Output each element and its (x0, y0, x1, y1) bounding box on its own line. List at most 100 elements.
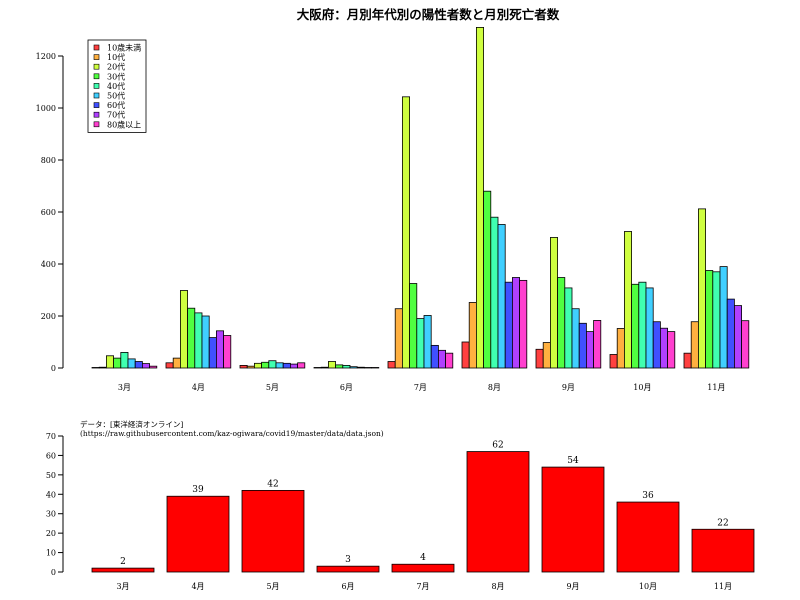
bar-10-series-7 (660, 327, 669, 369)
bar-5-series-5 (275, 362, 284, 369)
bar-7-series-7 (437, 349, 446, 369)
bottom-x-tick-label: 9月 (566, 582, 579, 591)
bar-3-series-3 (113, 357, 122, 369)
bar-6-series-4 (342, 364, 351, 369)
bar-10-series-2 (624, 231, 633, 369)
bar-9-series-3 (557, 277, 566, 369)
death-bar (241, 489, 305, 573)
top-x-tick-label: 11月 (707, 383, 725, 392)
bottom-x-tick-label: 4月 (191, 582, 204, 591)
bar-8-series-7 (512, 277, 521, 369)
death-bar-value-label: 42 (267, 479, 278, 489)
legend-swatch (93, 92, 100, 99)
top-x-tick-label: 6月 (340, 383, 353, 392)
bottom-x-tick-label: 6月 (341, 582, 354, 591)
bar-9-series-8 (593, 320, 602, 369)
bar-3-series-7 (141, 363, 150, 369)
bar-10-series-0 (609, 354, 618, 369)
bar-9-series-2 (550, 237, 559, 369)
bar-4-series-0 (165, 362, 174, 369)
legend-label: 80歳以上 (107, 119, 141, 129)
bar-6-series-2 (327, 361, 336, 369)
bar-4-series-4 (194, 312, 203, 369)
legend-swatch (93, 63, 100, 70)
bar-4-series-5 (201, 315, 210, 369)
legend-label: 10代 (107, 52, 125, 62)
bar-3-series-1 (98, 366, 107, 369)
bar-6-series-3 (335, 364, 344, 369)
bar-5-series-8 (297, 362, 306, 369)
bar-11-series-5 (719, 266, 728, 369)
legend-swatch (93, 83, 100, 89)
bar-4-series-6 (208, 337, 217, 369)
bar-9-series-5 (571, 308, 580, 369)
bar-5-series-2 (253, 362, 262, 369)
bar-11-series-7 (734, 305, 743, 369)
death-bar-value-label: 22 (717, 518, 728, 528)
bar-11-series-1 (690, 321, 699, 369)
legend-swatch (93, 102, 100, 108)
bar-8-series-5 (497, 224, 506, 369)
legend-swatch (93, 73, 100, 80)
bottom-y-tick-label: 50 (46, 471, 56, 480)
death-bar (541, 466, 605, 573)
top-x-tick-label: 9月 (562, 383, 575, 392)
bar-10-series-1 (616, 328, 625, 369)
death-bar (466, 451, 530, 573)
bar-4-series-7 (215, 330, 224, 369)
bar-9-series-7 (586, 331, 595, 369)
source-note-line: データ：[東洋経済オンライン] (80, 419, 183, 429)
bar-10-series-8 (667, 331, 676, 369)
top-y-tick-label: 800 (41, 156, 56, 165)
death-bar-value-label: 2 (120, 557, 126, 567)
bottom-x-tick-label: 10月 (639, 582, 657, 591)
bar-3-series-8 (149, 365, 158, 369)
legend-label: 50代 (107, 91, 125, 101)
legend-swatch (93, 111, 100, 118)
bar-10-series-4 (638, 281, 647, 369)
bar-3-series-0 (91, 367, 100, 369)
bar-5-series-3 (261, 361, 270, 369)
bar-11-series-0 (683, 352, 692, 369)
bar-7-series-6 (430, 344, 439, 369)
bar-10-series-5 (645, 287, 654, 369)
bottom-x-tick-label: 8月 (491, 582, 504, 591)
bar-11-series-3 (705, 270, 714, 369)
death-bar-value-label: 54 (567, 456, 579, 466)
chart-title: 大阪府：月別年代別の陽性者数と月別死亡者数 (297, 7, 560, 22)
bar-4-series-3 (187, 307, 196, 369)
legend-label: 30代 (107, 71, 125, 81)
death-bar-value-label: 3 (345, 555, 351, 565)
top-x-tick-label: 5月 (266, 383, 279, 392)
legend-label: 40代 (107, 81, 125, 91)
bar-4-series-8 (223, 335, 232, 369)
bar-11-series-6 (726, 298, 735, 369)
legend-swatch (93, 44, 100, 51)
bar-3-series-2 (106, 355, 115, 369)
bar-11-series-8 (741, 320, 750, 369)
bar-8-series-0 (461, 341, 470, 369)
death-bar (316, 565, 380, 573)
death-bar-value-label: 4 (420, 553, 426, 563)
bar-9-series-1 (542, 342, 551, 369)
bar-7-series-4 (416, 318, 425, 369)
bar-8-series-2 (475, 26, 484, 369)
bar-5-series-7 (289, 363, 298, 369)
bottom-x-tick-label: 3月 (116, 582, 129, 591)
bottom-y-tick-label: 60 (46, 451, 56, 460)
death-bar-value-label: 39 (192, 485, 204, 495)
top-y-tick-label: 0 (51, 364, 56, 373)
bottom-y-tick-label: 20 (46, 529, 56, 538)
top-x-tick-label: 7月 (414, 383, 427, 392)
bar-10-series-6 (652, 321, 661, 369)
bar-5-series-1 (246, 365, 255, 369)
bar-5-series-0 (239, 364, 248, 369)
death-bar (391, 563, 455, 573)
bar-7-series-3 (409, 283, 418, 369)
top-y-tick-label: 600 (41, 208, 56, 217)
bottom-y-tick-label: 70 (46, 432, 56, 441)
bottom-x-tick-label: 5月 (266, 582, 279, 591)
bar-9-series-0 (535, 348, 544, 369)
bar-6-series-6 (356, 366, 365, 369)
death-bar (691, 528, 755, 573)
